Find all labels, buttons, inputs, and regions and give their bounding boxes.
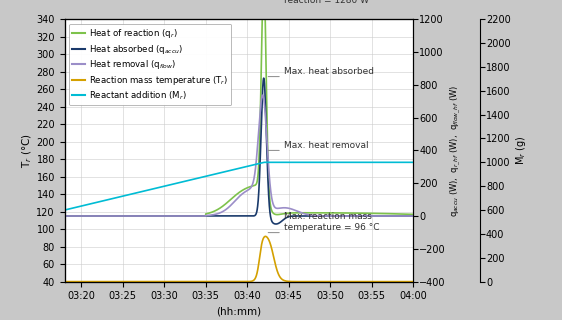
Text: Max. heat removal: Max. heat removal [284,140,369,149]
Text: Max. reaction mass
temperature = 96 °C: Max. reaction mass temperature = 96 °C [284,212,380,232]
Y-axis label: q$_{accu}$ (W),  q$_{r\_hf}$ (W),  q$_{flow\_hf}$ (W): q$_{accu}$ (W), q$_{r\_hf}$ (W), q$_{flo… [448,84,463,217]
Y-axis label: T$_r$ (°C): T$_r$ (°C) [20,133,34,168]
X-axis label: (hh:mm): (hh:mm) [216,307,261,317]
Legend: Heat of reaction (q$_r$), Heat absorbed (q$_{accu}$), Heat removal (q$_{flow}$),: Heat of reaction (q$_r$), Heat absorbed … [69,23,232,105]
Text: Max. heat of
reaction = 1280 W: Max. heat of reaction = 1280 W [284,0,369,5]
Y-axis label: M$_r$ (g): M$_r$ (g) [514,136,528,165]
Text: Max. heat absorbed: Max. heat absorbed [284,67,374,76]
